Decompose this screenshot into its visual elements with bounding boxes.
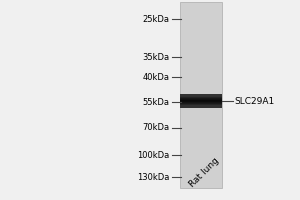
Text: SLC29A1: SLC29A1 [234,97,274,106]
Bar [180,101,222,102]
Bar [180,95,222,96]
Bar [180,97,222,98]
Bar [180,103,222,104]
Text: 70kDa: 70kDa [142,123,170,132]
Bar [180,94,222,95]
Text: 40kDa: 40kDa [142,72,170,82]
Text: 100kDa: 100kDa [137,150,169,160]
Text: 130kDa: 130kDa [137,172,169,182]
Bar [180,104,222,105]
Bar [180,98,222,99]
Bar [180,2,222,188]
Bar [180,105,222,106]
Text: Rat lung: Rat lung [188,156,220,189]
Bar [180,106,222,107]
Bar [180,100,222,101]
Text: 35kDa: 35kDa [142,52,170,62]
Text: 55kDa: 55kDa [142,98,170,107]
Bar [180,96,222,97]
Bar [180,99,222,100]
Text: 25kDa: 25kDa [142,15,170,23]
Bar [180,102,222,103]
Bar [180,107,222,108]
